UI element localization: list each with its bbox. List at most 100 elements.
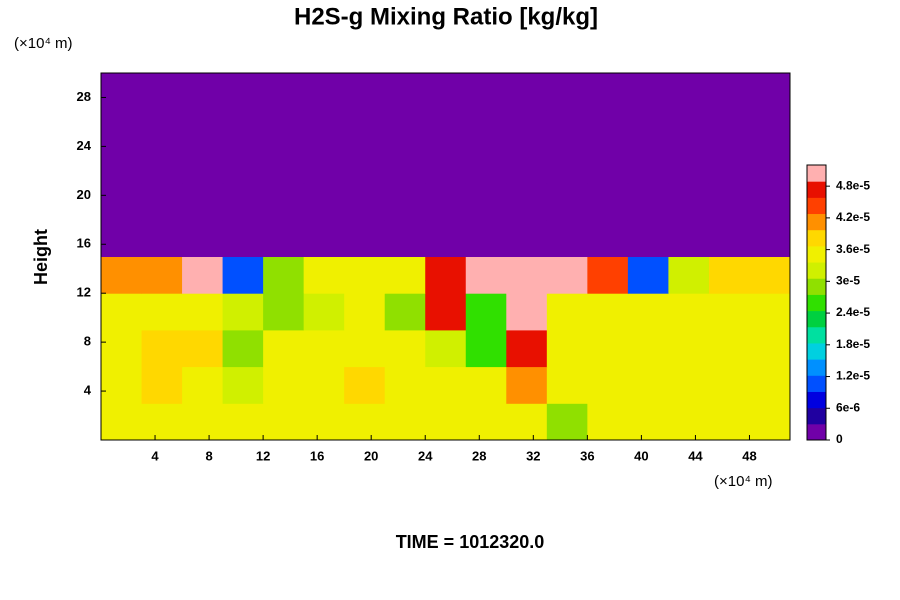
x-tick-label: 48 xyxy=(742,448,756,463)
cell xyxy=(182,73,224,111)
cell xyxy=(182,146,224,184)
cell xyxy=(425,109,467,147)
cell xyxy=(627,109,669,147)
cell xyxy=(627,256,669,294)
cell xyxy=(668,183,710,221)
cell xyxy=(506,256,548,294)
y-axis-label: Height xyxy=(31,229,51,285)
cell xyxy=(344,183,386,221)
colorbar-band xyxy=(807,245,826,263)
cell xyxy=(668,256,710,294)
x-tick-label: 24 xyxy=(418,448,433,463)
cell xyxy=(708,329,750,368)
cell xyxy=(425,183,467,221)
cell xyxy=(506,219,548,257)
colorbar-frame xyxy=(806,164,827,441)
cell xyxy=(182,329,224,368)
y-tick-label: 4 xyxy=(84,383,92,398)
cell xyxy=(344,256,386,294)
colorbar-band xyxy=(807,181,826,198)
cell xyxy=(587,293,629,331)
cell xyxy=(222,219,264,257)
cell xyxy=(749,219,791,257)
cell xyxy=(465,366,507,404)
y-unit: (×10⁴ m) xyxy=(14,35,73,52)
cell xyxy=(546,366,588,404)
cell xyxy=(384,73,426,111)
cell xyxy=(222,146,264,184)
cell xyxy=(749,183,791,221)
colorbar-band xyxy=(807,294,826,312)
cell xyxy=(384,256,426,294)
cell xyxy=(749,73,791,111)
cell xyxy=(587,366,629,404)
cell xyxy=(627,403,669,441)
x-unit: (×10⁴ m) xyxy=(714,473,773,490)
cell xyxy=(344,366,386,404)
cell xyxy=(344,293,386,331)
cell xyxy=(708,403,750,441)
cell xyxy=(303,109,345,147)
x-tick-label: 8 xyxy=(205,448,212,463)
cell xyxy=(141,366,183,404)
cell xyxy=(303,73,345,111)
cell xyxy=(101,146,143,184)
plot-frame xyxy=(100,72,791,441)
cell xyxy=(668,293,710,331)
cell xyxy=(222,109,264,147)
cell xyxy=(101,403,143,441)
cell xyxy=(627,219,669,257)
cell xyxy=(668,329,710,368)
cell xyxy=(587,256,629,294)
cell xyxy=(749,256,791,294)
cell xyxy=(587,183,629,221)
cell xyxy=(384,403,426,441)
cell xyxy=(668,146,710,184)
cell xyxy=(506,73,548,111)
x-tick-label: 32 xyxy=(526,448,540,463)
cell xyxy=(425,256,467,294)
cell xyxy=(708,183,750,221)
cell xyxy=(141,256,183,294)
cell xyxy=(222,293,264,331)
cell xyxy=(546,183,588,221)
cell xyxy=(546,109,588,147)
cell xyxy=(222,183,264,221)
cell xyxy=(627,293,669,331)
colorbar-band xyxy=(807,359,826,376)
colorbar-tick-label: 0 xyxy=(836,432,843,446)
x-tick-label: 20 xyxy=(364,448,378,463)
colorbar-band xyxy=(807,423,826,441)
cell xyxy=(465,403,507,441)
cell xyxy=(708,366,750,404)
cell xyxy=(708,109,750,147)
cell xyxy=(384,366,426,404)
cell xyxy=(425,366,467,404)
y-tick-label: 28 xyxy=(77,89,91,104)
footer: TIME = 1012320.0 xyxy=(396,532,545,552)
cell xyxy=(384,329,426,368)
cell xyxy=(425,293,467,331)
chart-title: H2S-g Mixing Ratio [kg/kg] xyxy=(294,3,598,30)
cell xyxy=(465,256,507,294)
colorbar-band xyxy=(807,375,826,392)
cell xyxy=(546,329,588,368)
cell xyxy=(749,109,791,147)
cell xyxy=(141,109,183,147)
cell xyxy=(627,146,669,184)
cell xyxy=(546,403,588,441)
cell xyxy=(587,219,629,257)
cell xyxy=(749,366,791,404)
cell xyxy=(344,219,386,257)
cell xyxy=(506,109,548,147)
cell xyxy=(222,403,264,441)
colorbar-tick-label: 3e-5 xyxy=(836,274,860,288)
cell xyxy=(263,219,305,257)
cell xyxy=(344,146,386,184)
x-tick-label: 4 xyxy=(151,448,159,463)
cell xyxy=(425,403,467,441)
cell xyxy=(587,329,629,368)
cell xyxy=(506,293,548,331)
y-tick-label: 16 xyxy=(77,236,91,251)
cell xyxy=(465,219,507,257)
